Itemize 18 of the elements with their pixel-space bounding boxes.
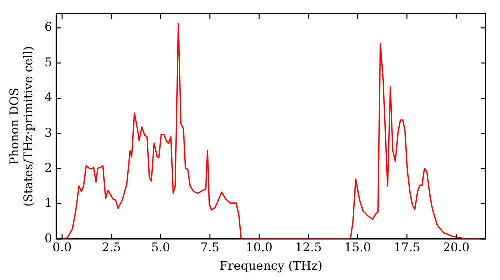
x-tick-label: 20.0 xyxy=(443,240,470,255)
x-tick-label: 5.0 xyxy=(151,240,170,255)
x-tick-label: 2.5 xyxy=(102,240,122,255)
y-tick-label: 4 xyxy=(44,90,53,105)
x-tick-label: 0.0 xyxy=(52,240,72,255)
x-tick-label: 17.5 xyxy=(394,240,421,255)
x-tick-label: 15.0 xyxy=(344,240,372,255)
x-tick-label: 10.0 xyxy=(246,240,273,255)
x-tick-label: 7.5 xyxy=(200,240,220,255)
y-tick-label: 3 xyxy=(44,126,52,140)
y-tick-label: 2 xyxy=(44,160,52,175)
x-axis-title: Frequency (THz) xyxy=(220,258,323,273)
y-tick-label: 6 xyxy=(44,20,52,34)
x-tick-label: 12.5 xyxy=(295,240,322,255)
y-axis-title: Phonon DOS (States/THz·primitive cell) xyxy=(7,46,36,207)
y-tick-label: 0 xyxy=(44,231,52,246)
y-tick-label: 5 xyxy=(44,55,52,70)
y-tick-label: 1 xyxy=(44,196,52,210)
